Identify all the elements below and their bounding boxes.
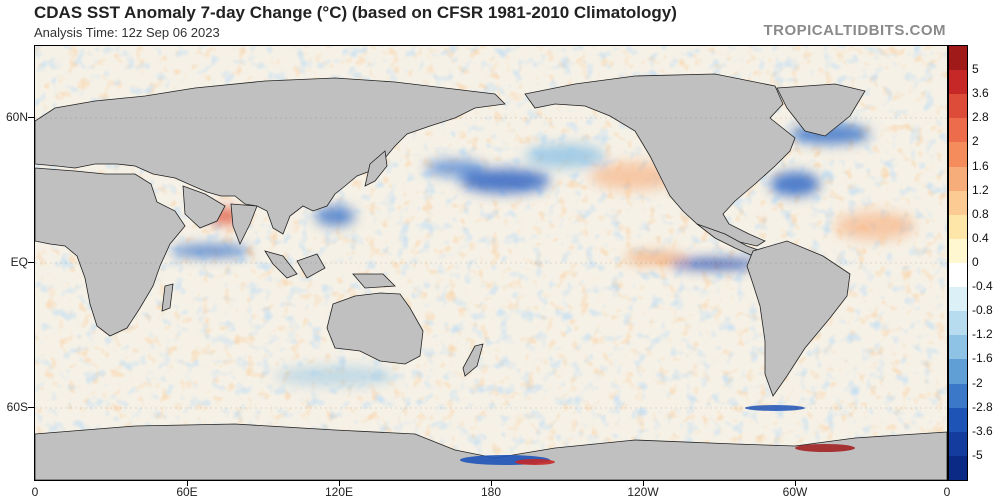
- anomaly-patches: [170, 124, 915, 386]
- lon-tick: [795, 481, 796, 486]
- color-scale-segment: [949, 70, 967, 95]
- color-scale-segment: [949, 46, 967, 71]
- lon-label-60w: 60W: [782, 485, 808, 499]
- map-canvas: [35, 46, 947, 480]
- lon-label-120w: 120W: [627, 485, 659, 499]
- new-guinea: [352, 273, 396, 289]
- lon-tick: [339, 481, 340, 486]
- south-america: [746, 240, 851, 397]
- color-scale-segment: [949, 383, 967, 409]
- lon-label-180: 180: [480, 485, 502, 499]
- color-scale-label: -2.8: [972, 399, 993, 414]
- color-scale-label: -2: [972, 375, 983, 390]
- color-scale-segment: [949, 335, 967, 360]
- australia: [326, 292, 424, 365]
- antarctica: [35, 423, 947, 480]
- color-scale-segment: [949, 118, 967, 143]
- brand-watermark: TROPICALTIDBITS.COM: [763, 22, 946, 39]
- color-scale-label: 0.8: [972, 206, 989, 221]
- color-scale-segment: [949, 142, 967, 168]
- graticule: [35, 117, 947, 409]
- africa: [35, 167, 186, 337]
- color-scale-label: -5: [972, 447, 983, 462]
- lat-tick: [28, 262, 34, 263]
- color-scale-segment: [949, 311, 967, 336]
- lon-label-0: 0: [31, 485, 39, 499]
- lat-label-60n: 60N: [5, 110, 28, 124]
- color-scale-segment: [949, 190, 967, 216]
- land-masses: [35, 73, 947, 480]
- lon-label-120e: 120E: [324, 485, 354, 499]
- color-scale-segment: [949, 407, 967, 433]
- color-scale-segment: [949, 214, 967, 240]
- sumatra: [264, 250, 298, 279]
- madagascar: [161, 283, 174, 312]
- greenland: [776, 83, 866, 137]
- color-scale-segment: [949, 166, 967, 192]
- color-scale-label: 0.4: [972, 230, 989, 245]
- color-scale-label: 0: [972, 255, 979, 269]
- ice-edge-anomalies: [460, 405, 855, 465]
- color-scale-label: 2: [972, 134, 979, 149]
- color-scale-bar: [948, 45, 968, 481]
- color-scale-label: -0.8: [972, 303, 993, 318]
- color-scale-label: -3.6: [972, 423, 993, 438]
- lon-tick: [643, 481, 644, 486]
- lat-label-eq: EQ: [10, 255, 28, 269]
- color-scale-label: -1.2: [972, 327, 993, 342]
- color-scale-label: -0.4: [972, 279, 993, 294]
- lon-tick: [187, 481, 188, 486]
- color-scale-segment: [949, 263, 967, 288]
- color-scale-label: -1.6: [972, 351, 993, 366]
- arabia: [182, 185, 226, 229]
- color-scale-segment: [949, 287, 967, 312]
- map-title: CDAS SST Anomaly 7-day Change (°C) (base…: [34, 3, 677, 22]
- analysis-time: Analysis Time: 12z Sep 06 2023: [34, 25, 220, 40]
- color-scale-label: 2.8: [972, 110, 989, 125]
- color-scale-segment: [949, 94, 967, 119]
- lat-tick: [28, 407, 34, 408]
- lon-tick: [491, 481, 492, 486]
- color-scale-label: 1.2: [972, 182, 989, 197]
- color-scale-segment: [949, 455, 967, 481]
- japan: [364, 150, 388, 187]
- color-scale-label: 1.6: [972, 158, 989, 173]
- india: [230, 203, 258, 245]
- color-scale-segment: [949, 431, 967, 457]
- color-scale-segment: [949, 359, 967, 385]
- color-scale-label: 5: [972, 62, 979, 77]
- borneo: [296, 253, 326, 279]
- lon-label-60e: 60E: [176, 485, 198, 499]
- lat-tick: [28, 117, 34, 118]
- sst-anomaly-map[interactable]: [34, 45, 948, 481]
- color-scale-label: 3.6: [972, 86, 989, 101]
- lon-label-0-east: 0: [943, 485, 951, 499]
- north-america: [524, 73, 796, 247]
- lat-label-60s: 60S: [6, 400, 28, 414]
- color-scale-segment: [949, 238, 967, 264]
- new-zealand: [462, 343, 484, 377]
- eurasia: [35, 77, 506, 235]
